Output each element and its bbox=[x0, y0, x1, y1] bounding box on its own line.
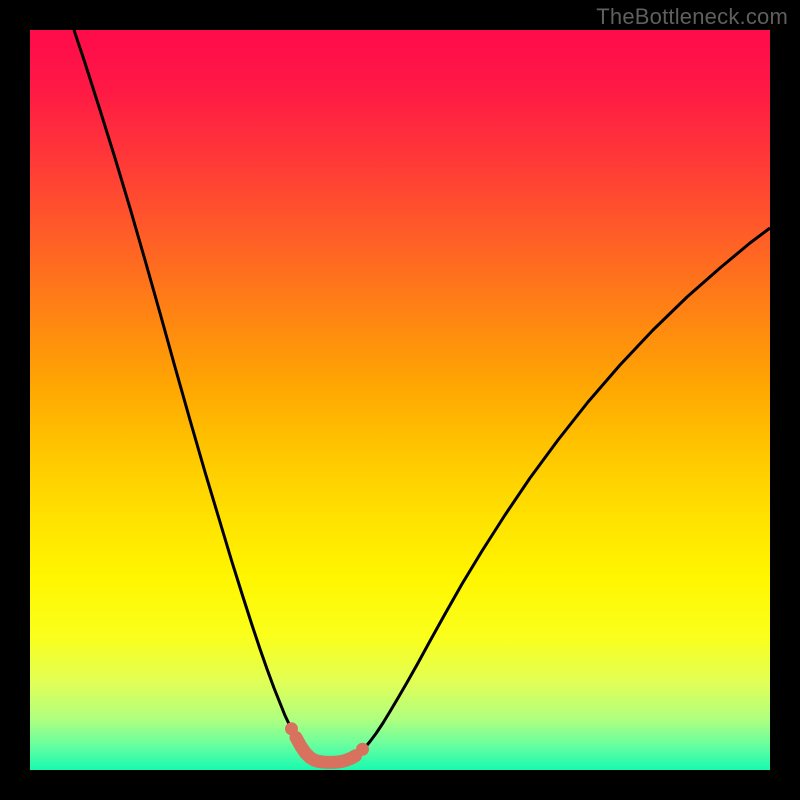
chart-container: TheBottleneck.com bbox=[0, 0, 800, 800]
highlight-dot bbox=[285, 722, 298, 735]
highlight-dot bbox=[356, 743, 369, 756]
watermark-text: TheBottleneck.com bbox=[596, 4, 788, 30]
plot-background bbox=[30, 30, 770, 770]
bottleneck-chart bbox=[0, 0, 800, 800]
